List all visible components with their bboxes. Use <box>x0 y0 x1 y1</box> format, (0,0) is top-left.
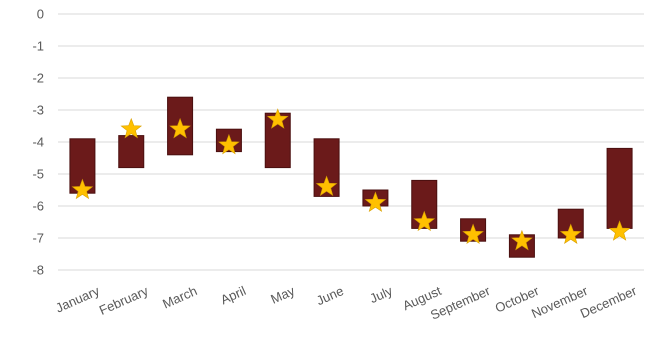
x-tick-label: May <box>268 283 297 307</box>
x-tick-label: March <box>160 283 199 311</box>
star-marker <box>266 108 289 129</box>
star-marker <box>315 175 338 196</box>
y-tick-label: -4 <box>32 135 44 150</box>
star-marker <box>608 220 631 241</box>
star-markers <box>71 108 631 251</box>
star-marker <box>169 117 191 139</box>
star-marker <box>218 133 240 155</box>
y-tick-label: -1 <box>32 39 44 54</box>
star-marker <box>364 191 387 212</box>
y-axis-ticks: 0 -1 -2 -3 -4 -5 -6 -7 -8 <box>32 7 44 278</box>
star-marker <box>559 223 582 244</box>
y-tick-label: -8 <box>32 263 44 278</box>
star-marker <box>71 178 94 200</box>
x-tick-label: July <box>367 283 395 306</box>
range-bar <box>606 147 633 229</box>
x-tick-label: December <box>578 283 639 321</box>
y-tick-label: -3 <box>32 103 44 118</box>
y-tick-label: -7 <box>32 231 44 246</box>
x-tick-label: April <box>218 283 248 307</box>
x-tick-label: February <box>97 283 151 318</box>
range-bars <box>69 96 633 258</box>
y-tick-label: -5 <box>32 167 44 182</box>
gridlines <box>58 13 644 271</box>
x-tick-label: January <box>53 283 102 316</box>
x-tick-label: June <box>314 283 346 308</box>
y-tick-label: -2 <box>32 71 44 86</box>
star-marker <box>511 229 533 251</box>
star-marker <box>120 117 143 139</box>
star-marker <box>413 210 436 232</box>
star-marker <box>462 223 484 244</box>
range-bar <box>118 135 145 169</box>
y-tick-label: -6 <box>32 199 44 214</box>
y-tick-label: 0 <box>37 7 44 22</box>
